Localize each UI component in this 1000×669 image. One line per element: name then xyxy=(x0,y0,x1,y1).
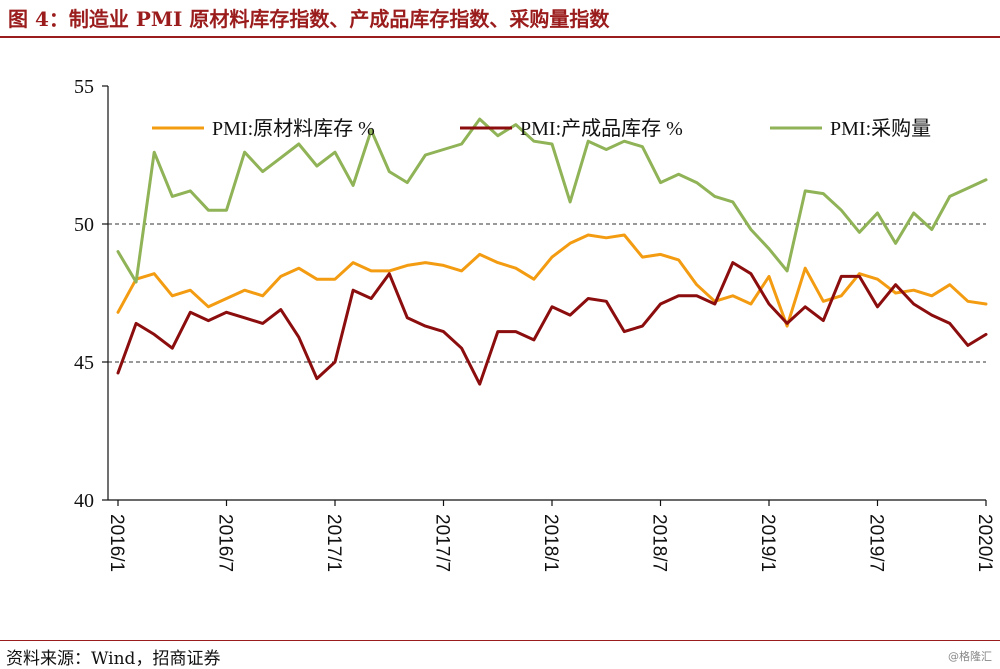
y-tick-label: 55 xyxy=(74,76,94,98)
series-line-2 xyxy=(116,261,988,386)
legend: PMI:原材料库存 % PMI:产成品库存 % PMI:采购量 xyxy=(152,117,931,140)
figure-title: 图 4：制造业 PMI 原材料库存指数、产成品库存指数、采购量指数 xyxy=(8,7,610,31)
x-tick-label: 2018/7 xyxy=(649,514,670,572)
x-tick-label: 2016/1 xyxy=(106,514,127,572)
figure-header: 图 4：制造业 PMI 原材料库存指数、产成品库存指数、采购量指数 xyxy=(8,4,609,34)
source-note: 资料来源：Wind，招商证券 xyxy=(6,649,221,669)
legend-label-2: PMI:产成品库存 % xyxy=(520,117,683,140)
x-tick-label: 2019/1 xyxy=(757,514,778,572)
footer-divider xyxy=(0,640,1000,641)
x-tick-label: 2017/1 xyxy=(323,514,344,572)
x-tick-label: 2019/7 xyxy=(866,514,887,572)
gridlines xyxy=(108,223,986,363)
series-lines xyxy=(116,117,988,386)
axes: 40 45 50 55 2016/1 2016/7 2017/1 2017/7 2018/1 20… xyxy=(74,76,995,572)
series-line-3 xyxy=(116,117,988,284)
line-chart: 40 45 50 55 2016/1 2016/7 2017/1 2017/7 2018/1 20… xyxy=(74,76,995,572)
x-tick-label: 2016/7 xyxy=(215,514,236,572)
legend-label-3: PMI:采购量 xyxy=(830,117,931,140)
y-tick-label: 50 xyxy=(74,214,94,236)
legend-label-1: PMI:原材料库存 % xyxy=(212,117,375,140)
watermark: @格隆汇 xyxy=(948,650,992,663)
x-tick-label: 2018/1 xyxy=(540,514,561,572)
x-tick-label: 2020/1 xyxy=(974,514,995,572)
series-line-1 xyxy=(116,233,988,328)
title-divider xyxy=(0,36,1000,38)
x-tick-label: 2017/7 xyxy=(432,514,453,572)
y-tick-label: 40 xyxy=(74,490,94,512)
y-tick-label: 45 xyxy=(74,352,94,374)
